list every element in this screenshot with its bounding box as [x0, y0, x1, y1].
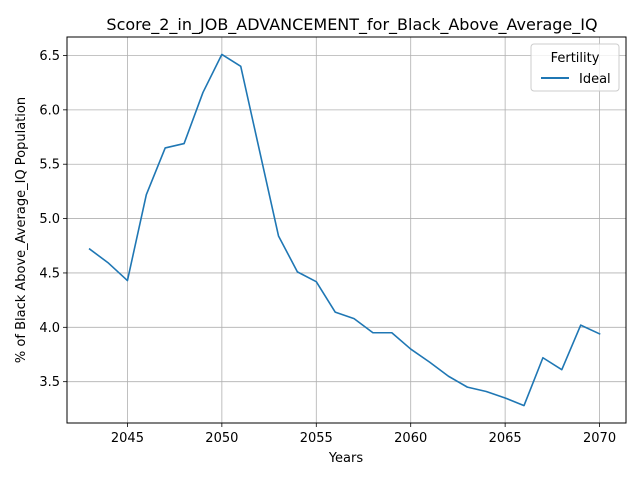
series-layer — [88, 53, 601, 407]
x-axis-label: Years — [328, 451, 364, 466]
y-axis-label: % of Black Above_Average_IQ Population — [14, 97, 29, 363]
x-tick-label: 2055 — [300, 431, 333, 446]
y-tick-label: 3.5 — [39, 375, 60, 390]
y-tick-label: 4.5 — [39, 266, 60, 281]
x-tick-label: 2050 — [205, 431, 238, 446]
legend: Fertility Ideal — [530, 43, 620, 92]
y-tick-label: 6.5 — [39, 49, 60, 64]
y-tick-label: 5.5 — [39, 158, 60, 173]
x-tick-label: 2045 — [111, 431, 144, 446]
legend-label-ideal: Ideal — [579, 72, 611, 87]
legend-box — [530, 43, 620, 92]
grid — [67, 37, 626, 423]
y-axis: 3.5 4.0 4.5 5.0 5.5 6.0 6.5 — [39, 49, 67, 390]
x-tick-label: 2070 — [583, 431, 616, 446]
y-tick-label: 4.0 — [39, 321, 60, 336]
plot-frame — [66, 36, 627, 424]
x-tick-label: 2060 — [394, 431, 427, 446]
y-tick-label: 6.0 — [39, 103, 60, 118]
x-axis: 2045 2050 2055 2060 2065 2070 — [111, 423, 616, 446]
series-line-ideal — [88, 53, 601, 407]
legend-title: Fertility — [551, 51, 600, 66]
x-tick-label: 2065 — [489, 431, 522, 446]
chart-title: Score_2_in_JOB_ADVANCEMENT_for_Black_Abo… — [106, 15, 597, 35]
y-tick-label: 5.0 — [39, 212, 60, 227]
